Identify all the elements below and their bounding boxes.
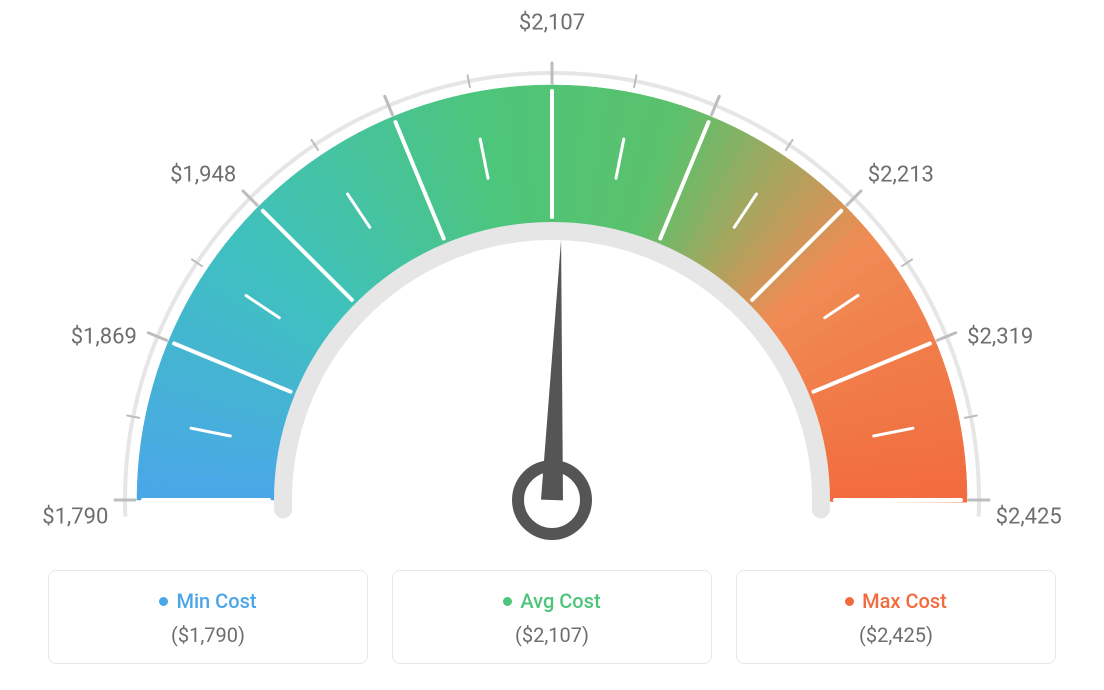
- legend-title-text: Min Cost: [176, 589, 256, 613]
- gauge-tick-label: $2,213: [868, 162, 934, 187]
- gauge-tick-label: $2,107: [519, 11, 585, 36]
- dot-icon: [845, 597, 854, 606]
- legend-value-min: ($1,790): [61, 623, 355, 647]
- legend-title-max: Max Cost: [845, 589, 947, 613]
- legend-value-max: ($2,425): [749, 623, 1043, 647]
- legend-title-text: Max Cost: [862, 589, 947, 613]
- gauge-tick-label: $1,790: [42, 504, 108, 529]
- legend-title-avg: Avg Cost: [503, 589, 600, 613]
- legend-card-avg: Avg Cost ($2,107): [392, 570, 712, 664]
- dot-icon: [159, 597, 168, 606]
- gauge-tick-label: $1,948: [170, 162, 236, 187]
- legend-value-avg: ($2,107): [405, 623, 699, 647]
- legend-row: Min Cost ($1,790) Avg Cost ($2,107) Max …: [0, 570, 1104, 664]
- legend-card-max: Max Cost ($2,425): [736, 570, 1056, 664]
- legend-title-min: Min Cost: [159, 589, 256, 613]
- gauge-svg: [0, 0, 1104, 560]
- gauge-tick-label: $1,869: [71, 324, 137, 349]
- legend-card-min: Min Cost ($1,790): [48, 570, 368, 664]
- gauge-tick-label: $2,425: [996, 504, 1062, 529]
- gauge-tick-label: $2,319: [967, 324, 1033, 349]
- dot-icon: [503, 597, 512, 606]
- legend-title-text: Avg Cost: [520, 589, 600, 613]
- gauge-chart: $1,790 $1,869 $1,948 $2,107 $2,213 $2,319 $2,4…: [0, 0, 1104, 560]
